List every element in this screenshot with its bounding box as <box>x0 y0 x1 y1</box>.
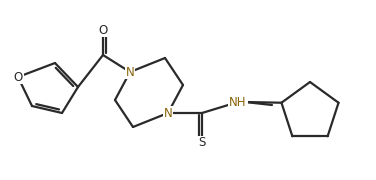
Text: O: O <box>99 24 108 37</box>
Text: S: S <box>198 136 206 150</box>
Text: N: N <box>126 66 134 78</box>
Text: NH: NH <box>229 96 247 109</box>
Text: N: N <box>164 107 172 120</box>
Text: O: O <box>14 71 23 84</box>
